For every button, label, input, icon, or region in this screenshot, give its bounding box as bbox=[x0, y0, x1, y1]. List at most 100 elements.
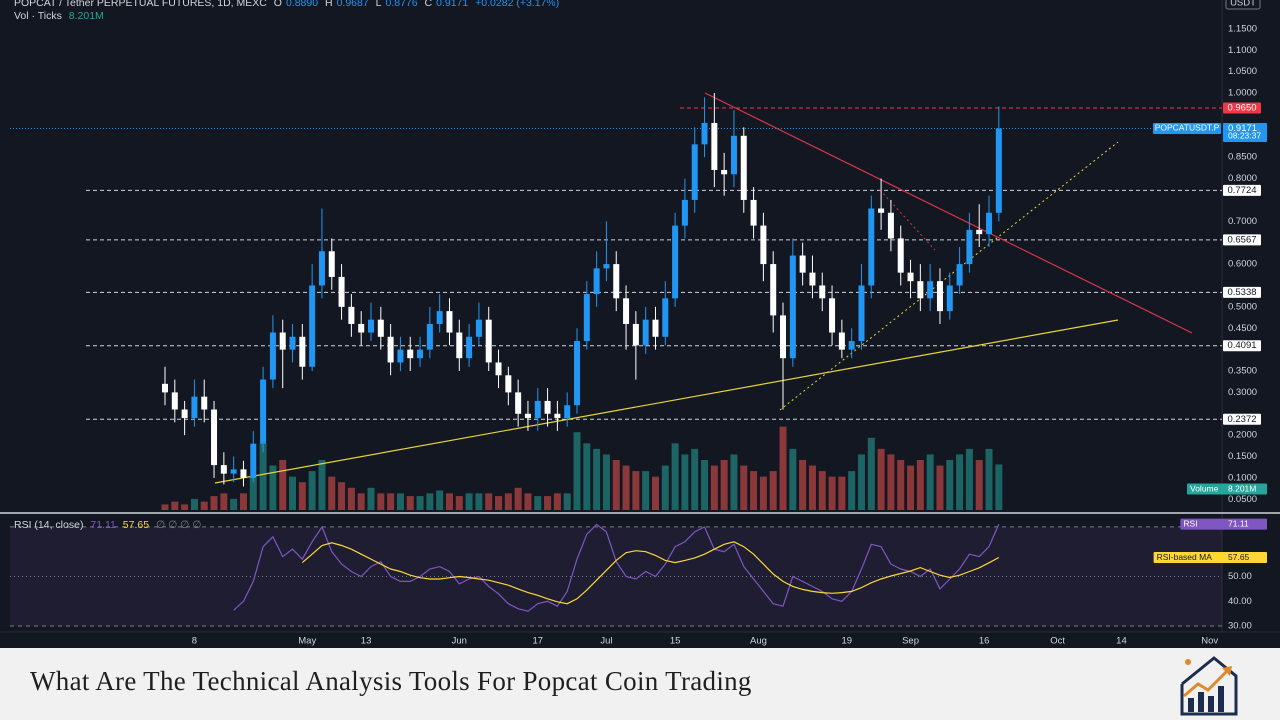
candle-body bbox=[328, 251, 335, 277]
candle-body bbox=[554, 413, 561, 419]
candle-body bbox=[368, 319, 375, 333]
ohlc-value: 0.9687 bbox=[336, 0, 369, 9]
y-tick-label: 0.3000 bbox=[1228, 387, 1257, 398]
candle-body bbox=[927, 281, 934, 299]
candle-body bbox=[161, 383, 168, 393]
volume-bar bbox=[907, 465, 915, 510]
candle-body bbox=[201, 396, 208, 410]
candle-body bbox=[887, 212, 894, 239]
grid-layer bbox=[10, 107, 1222, 627]
candle-body bbox=[397, 349, 404, 363]
volume-bar bbox=[239, 493, 247, 510]
candle-body bbox=[358, 323, 365, 333]
volume-bar bbox=[279, 460, 287, 510]
logo-arrow-head bbox=[1222, 666, 1232, 676]
volume-bar bbox=[877, 448, 885, 510]
candle-body bbox=[289, 336, 296, 350]
x-tick-label: 14 bbox=[1116, 636, 1127, 647]
y-tick-label: 0.1000 bbox=[1228, 472, 1257, 483]
candle-body bbox=[907, 272, 914, 282]
volume-bar bbox=[495, 496, 503, 510]
candle-body bbox=[789, 255, 796, 359]
candle-body bbox=[544, 400, 551, 414]
candle-body bbox=[603, 264, 610, 269]
candle-body bbox=[623, 298, 630, 324]
y-tick-label: 0.5000 bbox=[1228, 301, 1257, 312]
y-tick-label: 0.6000 bbox=[1228, 259, 1257, 270]
candle-body bbox=[995, 128, 1002, 213]
volume-bar bbox=[995, 464, 1003, 510]
volume-tag-value: 8.201M bbox=[1228, 483, 1256, 493]
ohlc-value: 0.8776 bbox=[385, 0, 418, 9]
volume-bar bbox=[612, 460, 620, 510]
volume-bar bbox=[308, 471, 316, 510]
candle-body bbox=[701, 122, 708, 145]
candle-body bbox=[632, 323, 639, 346]
volume-bar bbox=[396, 493, 404, 510]
rsi-title: RSI (14, close) bbox=[14, 519, 84, 531]
y-tick-label: 1.0500 bbox=[1228, 66, 1257, 77]
volume-bar bbox=[161, 504, 169, 510]
y-tick-label: 0.0500 bbox=[1228, 494, 1257, 505]
candle-body bbox=[211, 409, 218, 466]
volume-legend: Vol · Ticks 8.201M bbox=[14, 10, 108, 22]
volume-bar bbox=[583, 443, 591, 510]
volume-bar bbox=[426, 493, 434, 510]
volume-bar bbox=[916, 460, 924, 510]
candle-body bbox=[181, 409, 188, 419]
candle-body bbox=[269, 332, 276, 380]
rsi-line bbox=[301, 541, 1000, 605]
change: +0.0282 (+3.17%) bbox=[475, 0, 560, 9]
x-tick-label: 8 bbox=[192, 636, 197, 647]
y-tick-label: 0.4500 bbox=[1228, 323, 1257, 334]
series-tag-name: RSI bbox=[1183, 518, 1197, 528]
x-tick-label: Nov bbox=[1201, 636, 1218, 647]
candle-body bbox=[250, 443, 257, 478]
volume-bar bbox=[730, 454, 738, 510]
candle-body bbox=[387, 336, 394, 363]
candle-body bbox=[936, 281, 943, 312]
candle-body bbox=[858, 285, 865, 342]
volume-bar bbox=[377, 493, 385, 510]
volume-bar bbox=[818, 471, 826, 510]
candle-body bbox=[260, 379, 267, 444]
volume-bar bbox=[485, 493, 493, 510]
candle-body bbox=[740, 135, 747, 200]
volume-bar bbox=[779, 426, 787, 510]
logo-house bbox=[1180, 656, 1238, 716]
candle-body bbox=[426, 323, 433, 350]
candle-body bbox=[848, 341, 855, 350]
y-tick-label: 0.7000 bbox=[1228, 216, 1257, 227]
volume-bar bbox=[671, 443, 679, 510]
candle-body bbox=[524, 413, 531, 419]
volume-bar bbox=[593, 448, 601, 510]
level-tag bbox=[1223, 340, 1261, 352]
volume-bar bbox=[838, 476, 846, 510]
candle-body bbox=[338, 276, 345, 307]
candle-body bbox=[279, 332, 286, 350]
trend-line bbox=[879, 189, 936, 251]
volume-bar bbox=[445, 493, 453, 510]
volume-bar bbox=[701, 460, 709, 510]
candle-body bbox=[799, 255, 806, 273]
symbol: POPCAT / Tether PERPETUAL FUTURES, 1D, M… bbox=[14, 0, 267, 9]
volume-bar bbox=[681, 454, 689, 510]
logo bbox=[1180, 656, 1238, 716]
volume-bar bbox=[926, 454, 934, 510]
candle-body bbox=[956, 264, 963, 286]
x-tick-label: 16 bbox=[979, 636, 990, 647]
volume-bar bbox=[857, 454, 865, 510]
volume-bar bbox=[455, 496, 463, 510]
candle-body bbox=[917, 281, 924, 299]
y-tick-label: 0.2000 bbox=[1228, 430, 1257, 441]
candle-body bbox=[652, 319, 659, 337]
candle-body bbox=[946, 285, 953, 312]
price-tag-box bbox=[1223, 122, 1267, 142]
volume-bar bbox=[642, 471, 650, 510]
candle-body bbox=[691, 144, 698, 200]
volume-bar bbox=[269, 465, 277, 510]
candle-body bbox=[829, 298, 836, 333]
logo-bar bbox=[1218, 686, 1224, 712]
volume-bar bbox=[504, 493, 512, 510]
volume-bar bbox=[965, 448, 973, 510]
